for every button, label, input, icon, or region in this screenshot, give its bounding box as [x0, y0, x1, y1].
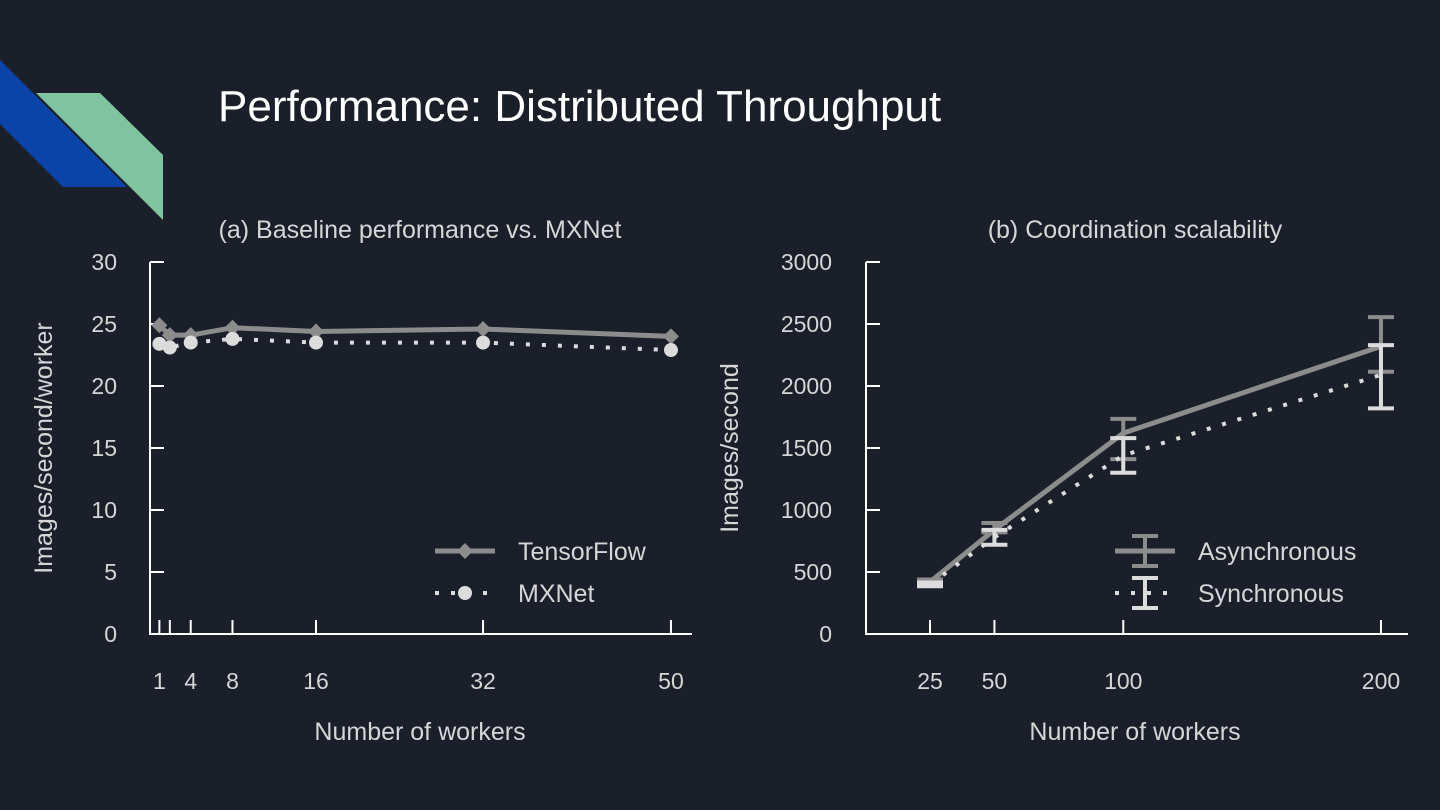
y-tick-label: 20 [91, 373, 117, 399]
y-tick-label: 1000 [781, 497, 832, 523]
y-tick-label: 5 [104, 559, 117, 585]
y-tick-label: 30 [91, 249, 117, 275]
x-tick-label: 50 [658, 668, 684, 694]
data-point-diamond [475, 320, 492, 337]
data-point-circle [309, 335, 323, 350]
decorative-stripes [0, 60, 163, 220]
data-point-circle [476, 335, 491, 350]
y-axis-label: Images/second [716, 363, 744, 533]
data-point-circle [225, 331, 240, 346]
y-tick-label: 1500 [781, 435, 832, 461]
y-tick-label: 3000 [781, 249, 832, 275]
slide-title: Performance: Distributed Throughput [218, 82, 942, 131]
data-point-circle [162, 340, 177, 355]
legend-label: Asynchronous [1198, 538, 1356, 566]
legend-label: MXNet [518, 580, 594, 608]
legend-label: TensorFlow [518, 538, 647, 566]
y-tick-label: 2000 [781, 373, 832, 399]
x-tick-label: 100 [1104, 668, 1142, 694]
x-tick-label: 50 [982, 668, 1008, 694]
y-tick-label: 500 [794, 559, 832, 585]
series-line-asynchronous [928, 343, 1382, 584]
x-tick-label: 16 [303, 668, 329, 694]
legend-marker-circle [458, 586, 472, 600]
chart-title: (a) Baseline performance vs. MXNet [219, 216, 622, 244]
data-point-circle [663, 343, 678, 358]
legend-marker-diamond [457, 543, 473, 559]
y-tick-label: 0 [104, 621, 117, 647]
x-tick-label: 1 [153, 668, 166, 694]
green-stripe [36, 93, 163, 220]
x-tick-label: 8 [226, 668, 239, 694]
data-point-diamond [662, 328, 679, 345]
data-point-diamond [151, 317, 168, 334]
data-point-circle [183, 335, 198, 350]
x-axis-label: Number of workers [1029, 718, 1240, 746]
y-tick-label: 2500 [781, 311, 832, 337]
x-tick-label: 32 [470, 668, 496, 694]
x-tick-label: 25 [917, 668, 943, 694]
y-tick-label: 15 [91, 435, 117, 461]
data-point-diamond [224, 319, 241, 336]
y-tick-label: 0 [819, 621, 832, 647]
data-point-diamond [161, 327, 178, 344]
blue-stripe [0, 60, 127, 187]
data-point-diamond [308, 323, 324, 340]
x-tick-label: 200 [1362, 668, 1400, 694]
y-tick-label: 25 [91, 311, 117, 337]
y-axis-label: Images/second/worker [30, 322, 58, 574]
y-tick-label: 10 [91, 497, 117, 523]
x-tick-label: 4 [184, 668, 197, 694]
legend-label: Synchronous [1198, 580, 1344, 608]
chart-title: (b) Coordination scalability [988, 216, 1283, 244]
x-axis-label: Number of workers [314, 718, 525, 746]
